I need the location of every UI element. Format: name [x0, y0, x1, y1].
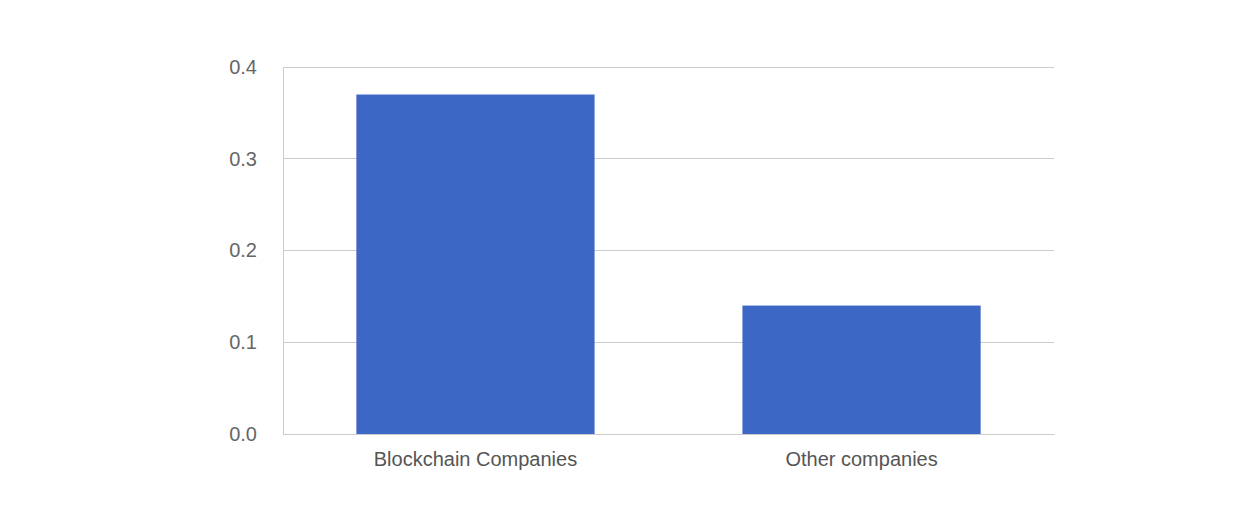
tick: Blockchain Companies [374, 434, 577, 470]
tick-label: 0.2 [229, 239, 257, 261]
tick: 0.3 [229, 148, 283, 170]
axis-line [283, 68, 284, 435]
tick-label: 0.0 [229, 423, 257, 445]
tick-label: 0.3 [229, 148, 257, 170]
tick-label: Blockchain Companies [374, 448, 577, 470]
tick: 0.4 [229, 56, 283, 78]
x-axis: Blockchain Companies Other companies [284, 434, 1055, 470]
grid-line [283, 67, 1054, 68]
y-axis: 0.0 0.1 0.2 0.3 0.4 [229, 56, 283, 445]
bars [356, 95, 980, 434]
chart: 0.0 0.1 0.2 0.3 0.4 Blockchain Companies Other… [0, 0, 1238, 522]
tick-label: 0.1 [229, 331, 257, 353]
tick-label: 0.4 [229, 56, 257, 78]
tick: 0.0 [229, 423, 283, 445]
tick-label: Other companies [785, 448, 937, 470]
grid [283, 67, 1054, 434]
tick: 0.2 [229, 239, 283, 261]
tick: 0.1 [229, 331, 283, 353]
tick: Other companies [785, 434, 937, 470]
bar [356, 95, 594, 434]
bar [742, 306, 980, 434]
axis-line [284, 434, 1055, 435]
